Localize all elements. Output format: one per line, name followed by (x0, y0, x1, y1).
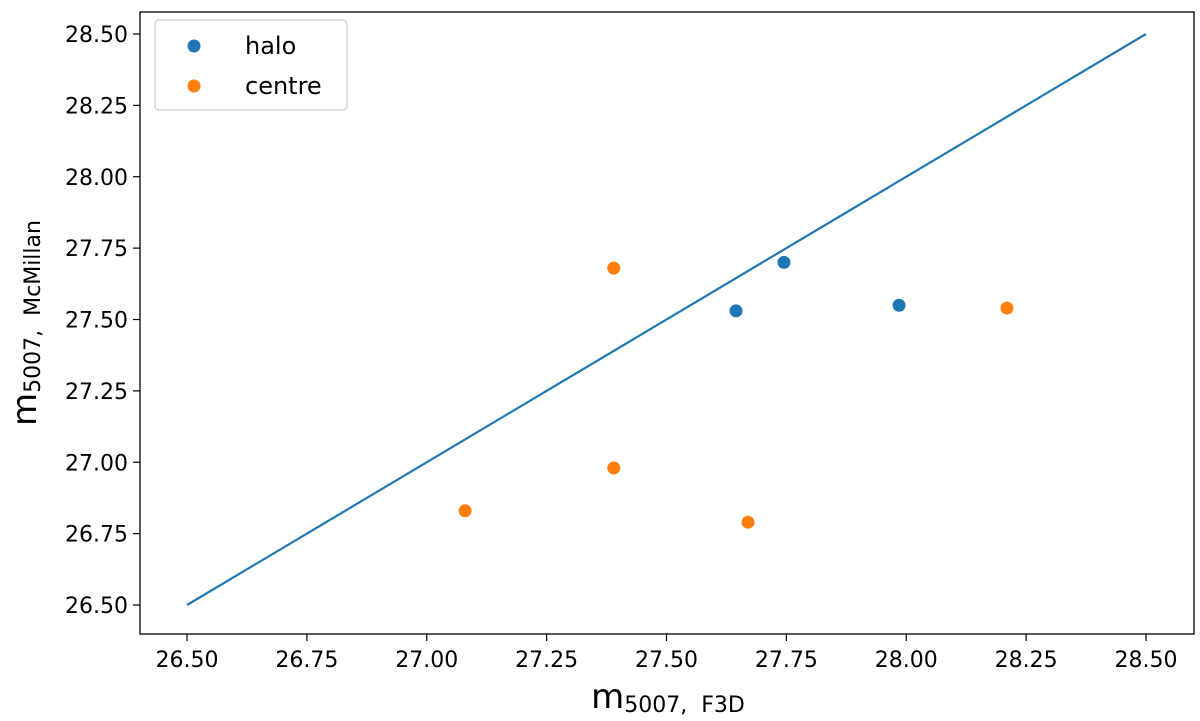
legend: halo centre (154, 19, 348, 111)
y-tick-label: 27.25 (65, 380, 128, 405)
x-tick-label: 28.00 (875, 648, 938, 673)
legend-label-centre: centre (245, 72, 322, 100)
legend-marker-halo (187, 39, 201, 53)
y-axis-title-main: m (5, 393, 45, 426)
legend-marker-centre (187, 79, 201, 93)
point-centre-0 (458, 504, 472, 518)
y-tick-label: 28.50 (65, 23, 128, 48)
plot-content (186, 33, 1147, 606)
y-axis-title-sub: 5007, McMillan (21, 220, 46, 393)
y-axis-title: m5007, McMillan (5, 220, 46, 426)
y-tick-label: 26.75 (65, 523, 128, 548)
x-tick-label: 26.75 (275, 648, 338, 673)
x-axis-title-main: m (591, 677, 624, 717)
y-tick-label: 27.75 (65, 237, 128, 262)
x-tick-label: 28.25 (995, 648, 1058, 673)
y-tick-label: 28.25 (65, 94, 128, 119)
y-tick-label: 28.00 (65, 166, 128, 191)
y-tick-label: 27.50 (65, 309, 128, 334)
point-centre-1 (607, 261, 621, 275)
x-axis-ticks: 26.50 26.75 27.00 27.25 27.50 27.75 28.00 28.25… (156, 634, 1178, 673)
point-centre-3 (741, 515, 755, 529)
point-halo-1 (777, 255, 791, 269)
reference-line (186, 33, 1147, 606)
legend-frame (154, 19, 348, 111)
x-tick-label: 28.50 (1115, 648, 1178, 673)
x-axis-title-sub: 5007, F3D (624, 693, 745, 718)
x-tick-label: 27.50 (635, 648, 698, 673)
point-centre-4 (1000, 301, 1014, 315)
y-axis-ticks: 26.50 26.75 27.00 27.25 27.50 27.75 28.00 28.25… (65, 23, 140, 619)
point-halo-2 (892, 298, 906, 312)
x-tick-label: 27.00 (395, 648, 458, 673)
x-tick-label: 26.50 (156, 648, 219, 673)
legend-label-halo: halo (245, 32, 296, 60)
point-halo-0 (729, 304, 743, 318)
x-tick-label: 27.75 (755, 648, 818, 673)
x-axis-title: m5007, F3D (591, 677, 745, 718)
y-tick-label: 26.50 (65, 594, 128, 619)
x-tick-label: 27.25 (515, 648, 578, 673)
y-tick-label: 27.00 (65, 451, 128, 476)
point-centre-2 (607, 461, 621, 475)
y-axis-title-group: m5007, McMillan (5, 220, 46, 426)
